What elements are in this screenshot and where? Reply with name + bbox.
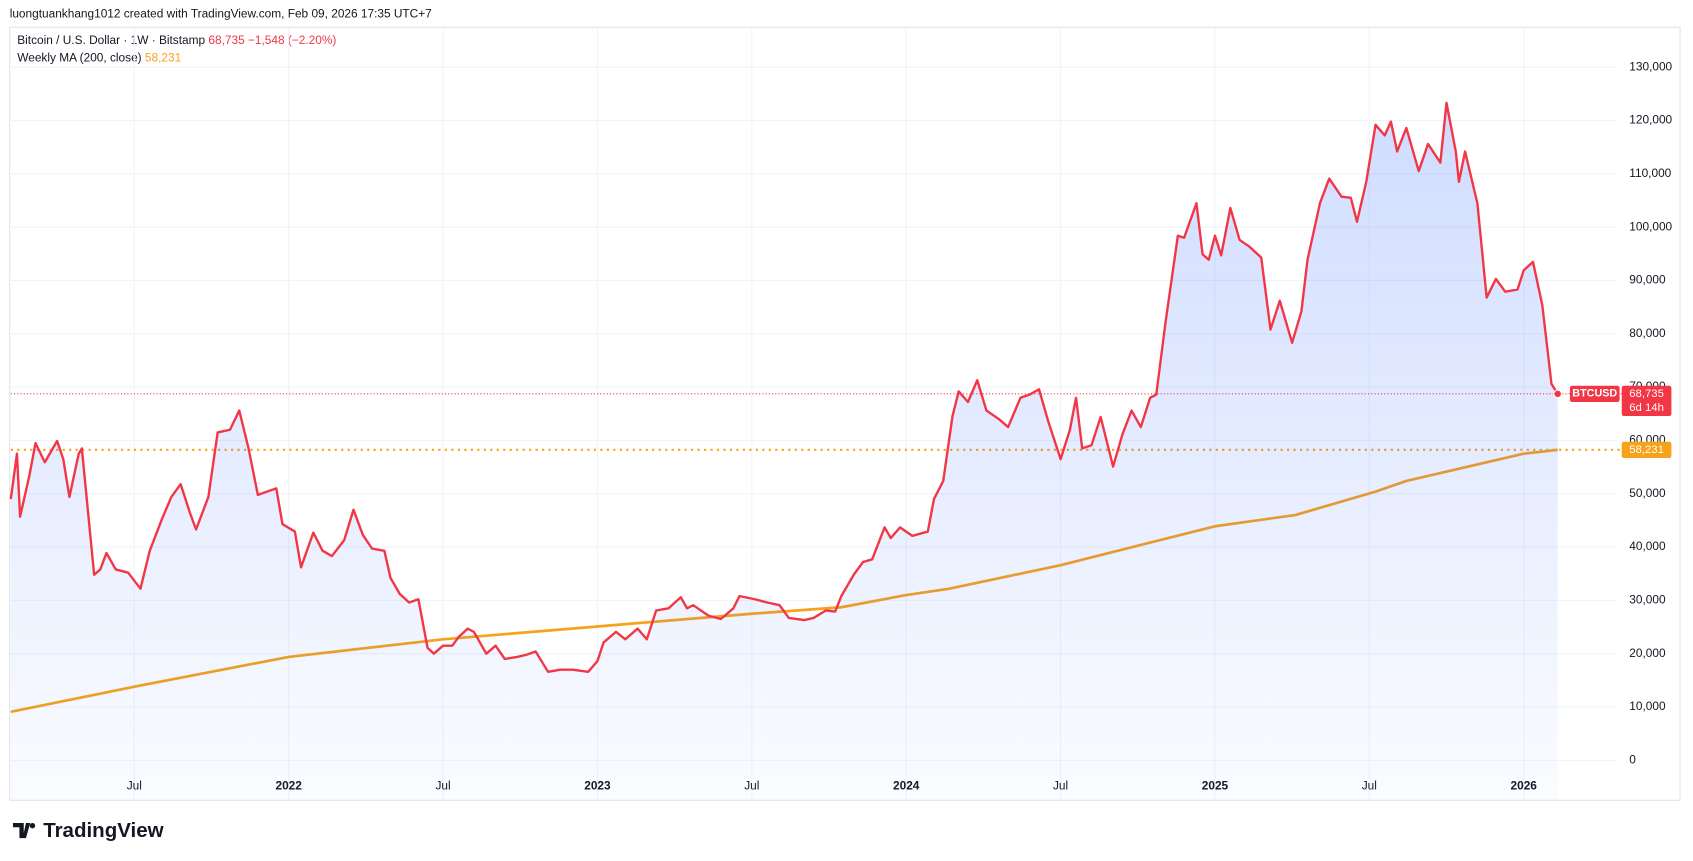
indicator-name: Weekly MA (200, close) — [17, 51, 141, 65]
y-tick-label: 10,000 — [1629, 699, 1666, 713]
y-tick-label: 30,000 — [1629, 593, 1666, 607]
y-tick-label: 120,000 — [1629, 113, 1672, 127]
area — [10, 102, 1558, 801]
symbol-tag-label: BTCUSD — [1572, 388, 1617, 400]
y-tick-label: 40,000 — [1629, 539, 1666, 553]
y-tick-label: 130,000 — [1629, 59, 1672, 73]
series-line — [9, 101, 1559, 674]
y-tick-label: 90,000 — [1629, 273, 1666, 287]
y-tick-label: 0 — [1629, 752, 1636, 766]
price-tag — [1621, 441, 1672, 458]
y-tick-label: 110,000 — [1629, 166, 1671, 180]
last-point — [1553, 389, 1562, 399]
last-price: 68,735 — [208, 33, 245, 47]
brand: TradingView — [43, 819, 163, 842]
y-tick-label: 80,000 — [1629, 326, 1666, 340]
logo: TradingView — [12, 819, 164, 842]
symbol-tag — [1569, 385, 1620, 402]
symbol: Bitcoin / U.S. Dollar · 1W · Bitstamp 68… — [17, 33, 336, 47]
indicator: Weekly MA (200, close) 58,231 — [17, 51, 181, 65]
y-tick-label: 100,000 — [1629, 219, 1672, 233]
price-tag-label: 58,231 — [1629, 444, 1664, 456]
logo-icon — [12, 822, 36, 839]
y-tick-label: 20,000 — [1629, 646, 1666, 660]
attribution: luongtuankhang1012 created with TradingV… — [10, 6, 432, 20]
symbol-name: Bitcoin / U.S. Dollar · 1W · Bitstamp — [17, 33, 205, 47]
change: −1,548 (−2.20%) — [248, 33, 336, 47]
price-tag — [1621, 385, 1672, 416]
y-tick-label: 50,000 — [1629, 486, 1666, 500]
countdown: 6d 14h — [1629, 402, 1664, 414]
indicator-value: 58,231 — [145, 51, 182, 65]
price-tag-label: 68,735 — [1629, 388, 1664, 400]
